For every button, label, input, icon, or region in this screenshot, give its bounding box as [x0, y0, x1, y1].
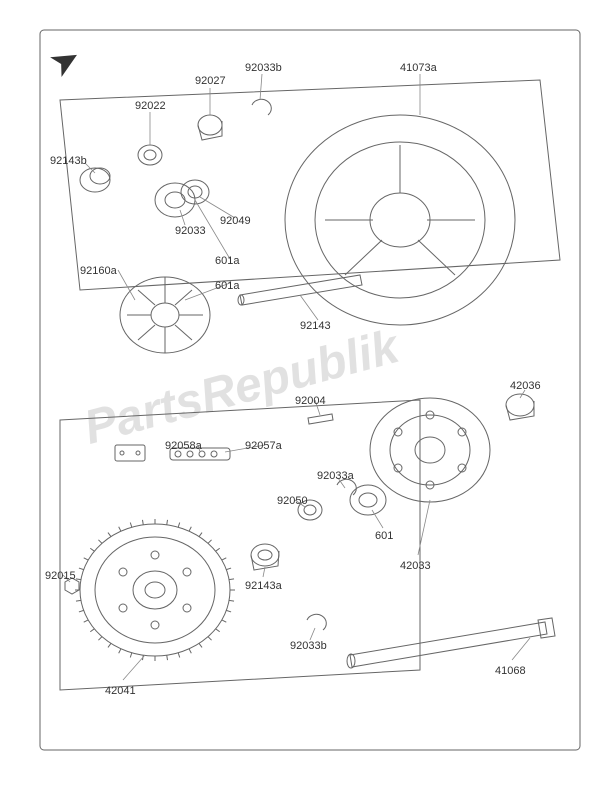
part-label-92057a: 92057a — [245, 440, 282, 452]
part-label-92143: 92143 — [300, 320, 331, 332]
part-label-92033b_top: 92033b — [245, 62, 282, 74]
part-label-601: 601 — [375, 530, 393, 542]
part-label-92022: 92022 — [135, 100, 166, 112]
part-label-92004: 92004 — [295, 395, 326, 407]
part-label-92049: 92049 — [220, 215, 251, 227]
part-label-92033a: 92033a — [317, 470, 354, 482]
part-circlip — [252, 99, 271, 115]
part-wheel-rim — [285, 115, 515, 325]
part-circlip-bottom — [307, 614, 326, 630]
part-label-92015: 92015 — [45, 570, 76, 582]
part-washer — [138, 145, 162, 165]
part-label-42033: 42033 — [400, 560, 431, 572]
part-label-601a_1: 601a — [215, 255, 239, 267]
part-label-42036: 42036 — [510, 380, 541, 392]
part-label-41068: 41068 — [495, 665, 526, 677]
part-label-92143a: 92143a — [245, 580, 282, 592]
part-label-92033b_bot: 92033b — [290, 640, 327, 652]
part-axle-tube — [238, 275, 362, 305]
part-bearing-stack — [155, 180, 209, 217]
part-hub-bearing-stack — [298, 479, 386, 520]
part-stud — [308, 414, 333, 424]
part-axle — [347, 618, 555, 668]
part-bushing — [80, 168, 110, 192]
part-hub — [370, 398, 490, 502]
part-sprocket — [75, 519, 235, 661]
part-spacer — [251, 544, 279, 570]
part-label-92058a: 92058a — [165, 440, 202, 452]
part-label-41073a: 41073a — [400, 62, 437, 74]
part-label-92050: 92050 — [277, 495, 308, 507]
part-damper — [120, 277, 210, 353]
part-label-92027: 92027 — [195, 75, 226, 87]
part-label-42041: 42041 — [105, 685, 136, 697]
part-label-92143b: 92143b — [50, 155, 87, 167]
part-label-92160a: 92160a — [80, 265, 117, 277]
part-label-601a_2: 601a — [215, 280, 239, 292]
part-label-92033: 92033 — [175, 225, 206, 237]
part-collar — [198, 115, 222, 140]
